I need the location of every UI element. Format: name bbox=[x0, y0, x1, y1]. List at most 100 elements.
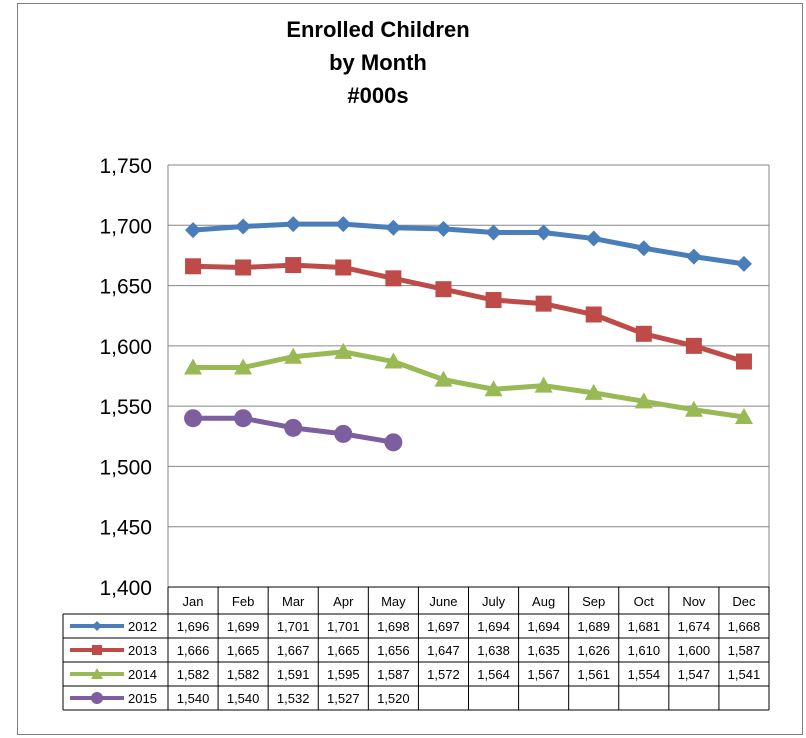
data-point-2015 bbox=[234, 409, 253, 428]
category-label: Dec bbox=[732, 594, 756, 609]
y-tick-label: 1,650 bbox=[99, 276, 152, 299]
data-point-2012 bbox=[435, 220, 452, 237]
data-point-2014 bbox=[684, 400, 703, 417]
data-point-2012 bbox=[485, 224, 502, 241]
data-point-2014 bbox=[334, 342, 353, 359]
legend-key-marker-2015 bbox=[91, 692, 103, 704]
table-value-cell: 1,638 bbox=[477, 643, 510, 658]
data-point-2014 bbox=[284, 347, 303, 364]
table-value-cell: 1,701 bbox=[327, 619, 360, 634]
table-value-cell: 1,647 bbox=[427, 643, 460, 658]
legend-series-name: 2015 bbox=[128, 691, 157, 706]
data-point-2014 bbox=[434, 370, 453, 387]
table-value-cell: 1,527 bbox=[327, 691, 360, 706]
data-point-2015 bbox=[184, 409, 203, 428]
category-label: Oct bbox=[634, 594, 655, 609]
table-value-cell: 1,582 bbox=[227, 667, 260, 682]
table-value-cell: 1,564 bbox=[477, 667, 510, 682]
data-point-2013 bbox=[535, 295, 552, 312]
data-point-2013 bbox=[285, 257, 302, 274]
data-point-2013 bbox=[685, 337, 702, 354]
data-point-2012 bbox=[385, 219, 402, 236]
data-point-2013 bbox=[385, 270, 402, 287]
series-line-2014 bbox=[190, 349, 747, 420]
data-point-2012 bbox=[235, 218, 252, 235]
y-tick-label: 1,400 bbox=[99, 577, 152, 600]
table-value-cell: 1,595 bbox=[327, 667, 360, 682]
table-value-cell: 1,541 bbox=[728, 667, 761, 682]
data-table: Jan Feb Mar Apr May June July Aug Sep Oct Nov Dec 20… bbox=[62, 586, 770, 711]
data-point-2012 bbox=[335, 216, 352, 233]
table-value-cell: 1,665 bbox=[327, 643, 360, 658]
data-point-2015 bbox=[334, 424, 353, 443]
table-value-cell: 1,561 bbox=[577, 667, 610, 682]
legend-key-marker-2012 bbox=[92, 621, 102, 631]
data-point-2012 bbox=[535, 224, 552, 241]
data-point-2013 bbox=[585, 306, 602, 323]
table-value-cell: 1,656 bbox=[377, 643, 410, 658]
legend-key-marker-2013 bbox=[92, 645, 102, 655]
category-label: Sep bbox=[582, 594, 605, 609]
table-value-cell: 1,635 bbox=[527, 643, 560, 658]
table-value-cell: 1,668 bbox=[728, 619, 761, 634]
table-value-cell: 1,540 bbox=[177, 691, 210, 706]
data-point-2012 bbox=[635, 240, 652, 257]
category-label: Nov bbox=[682, 594, 706, 609]
data-point-2013 bbox=[235, 259, 252, 276]
table-value-cell: 1,610 bbox=[628, 643, 661, 658]
table-value-cell: 1,520 bbox=[377, 691, 410, 706]
table-value-cell: 1,547 bbox=[678, 667, 711, 682]
data-point-2014 bbox=[584, 383, 603, 400]
data-point-2012 bbox=[585, 230, 602, 247]
y-tick-label: 1,750 bbox=[99, 155, 152, 178]
table-value-cell: 1,699 bbox=[227, 619, 260, 634]
table-value-cell: 1,701 bbox=[277, 619, 310, 634]
y-tick-label: 1,700 bbox=[99, 215, 152, 238]
data-point-2014 bbox=[234, 358, 253, 375]
y-tick-label: 1,500 bbox=[99, 456, 152, 479]
y-tick-label: 1,600 bbox=[99, 336, 152, 359]
category-label: Jan bbox=[183, 594, 204, 609]
table-value-cell: 1,696 bbox=[177, 619, 210, 634]
category-label: Mar bbox=[282, 594, 305, 609]
category-label: Aug bbox=[532, 594, 555, 609]
table-value-cell: 1,626 bbox=[577, 643, 610, 658]
series-line-2012 bbox=[190, 221, 747, 267]
series-line-2013 bbox=[190, 262, 747, 365]
data-point-2013 bbox=[485, 292, 502, 309]
y-tick-label: 1,550 bbox=[99, 396, 152, 419]
table-value-cell: 1,697 bbox=[427, 619, 460, 634]
table-value-cell: 1,674 bbox=[678, 619, 711, 634]
data-point-2014 bbox=[384, 352, 403, 369]
chart-title-line-2: by Month bbox=[329, 50, 427, 75]
table-value-cell: 1,554 bbox=[628, 667, 661, 682]
data-point-2014 bbox=[484, 380, 503, 397]
data-point-2013 bbox=[185, 258, 202, 275]
y-tick-label: 1,450 bbox=[99, 517, 152, 540]
data-point-2012 bbox=[685, 248, 702, 265]
table-value-cell: 1,694 bbox=[477, 619, 510, 634]
data-point-2015 bbox=[284, 418, 303, 437]
table-value-cell: 1,698 bbox=[377, 619, 410, 634]
table-value-cell: 1,665 bbox=[227, 643, 260, 658]
legend-series-name: 2012 bbox=[128, 619, 157, 634]
table-value-cell: 1,591 bbox=[277, 667, 310, 682]
data-point-2015 bbox=[384, 433, 403, 452]
data-point-2014 bbox=[634, 392, 653, 409]
table-value-cell: 1,540 bbox=[227, 691, 260, 706]
table-value-cell: 1,666 bbox=[177, 643, 210, 658]
legend-series-name: 2013 bbox=[128, 643, 157, 658]
chart-title-line-3: #000s bbox=[347, 83, 408, 108]
data-point-2013 bbox=[435, 281, 452, 298]
category-label: Feb bbox=[232, 594, 254, 609]
data-point-2014 bbox=[184, 358, 203, 375]
data-point-2014 bbox=[734, 407, 753, 424]
data-point-2012 bbox=[735, 255, 752, 272]
table-value-cell: 1,587 bbox=[728, 643, 761, 658]
table-value-cell: 1,667 bbox=[277, 643, 310, 658]
data-point-2012 bbox=[185, 222, 202, 239]
data-point-2013 bbox=[735, 353, 752, 370]
data-point-2013 bbox=[335, 259, 352, 276]
category-label: Apr bbox=[333, 594, 354, 609]
